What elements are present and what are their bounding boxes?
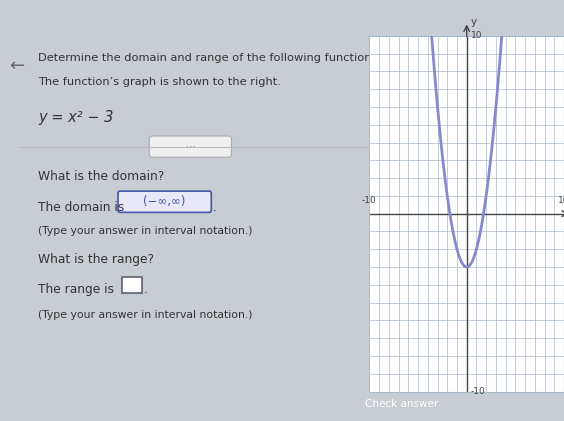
Text: (Type your answer in interval notation.): (Type your answer in interval notation.) bbox=[38, 310, 253, 320]
Text: -10: -10 bbox=[470, 387, 486, 396]
Text: y = x² − 3: y = x² − 3 bbox=[38, 110, 113, 125]
Text: 10: 10 bbox=[558, 196, 564, 205]
Text: The domain is: The domain is bbox=[38, 200, 128, 213]
Text: What is the range?: What is the range? bbox=[38, 253, 154, 266]
Text: Check answer: Check answer bbox=[365, 399, 438, 409]
Bar bbox=[122, 277, 142, 293]
Text: .: . bbox=[144, 283, 148, 296]
Text: (−∞,∞): (−∞,∞) bbox=[143, 195, 186, 208]
Text: (Type your answer in interval notation.): (Type your answer in interval notation.) bbox=[38, 226, 253, 236]
Text: ⋯: ⋯ bbox=[186, 141, 195, 152]
Text: Determine the domain and range of the following function.: Determine the domain and range of the fo… bbox=[38, 53, 375, 63]
Text: The function’s graph is shown to the right.: The function’s graph is shown to the rig… bbox=[38, 77, 281, 87]
Text: -10: -10 bbox=[362, 196, 377, 205]
Text: The range is: The range is bbox=[38, 283, 118, 296]
Text: ←: ← bbox=[10, 57, 25, 75]
Text: .: . bbox=[213, 200, 217, 213]
FancyBboxPatch shape bbox=[149, 136, 231, 157]
Text: 10: 10 bbox=[470, 31, 482, 40]
Text: y: y bbox=[471, 17, 477, 27]
Text: What is the domain?: What is the domain? bbox=[38, 170, 164, 183]
FancyBboxPatch shape bbox=[118, 191, 212, 212]
